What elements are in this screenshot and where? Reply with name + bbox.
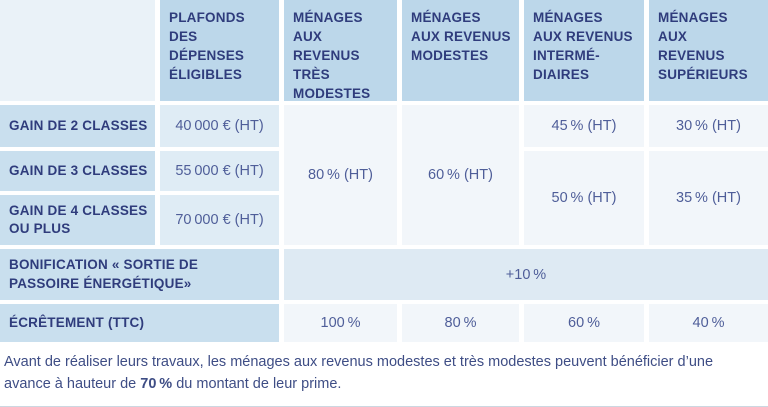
advance-payment-note: Avant de réaliser leurs travaux, les mén… (0, 351, 768, 395)
cell-gain2-superieurs-rate: 30 % (HT) (649, 105, 768, 147)
cell-gain3-plafond: 55 000 € (HT) (160, 151, 279, 191)
col-header-plafonds-depenses-eligibles: PLAFONDS DES DÉPENSES ÉLIGIBLES (160, 0, 279, 101)
cell-modestes-rate-merged: 60 % (HT) (402, 105, 519, 245)
col-header-menages-revenus-superieurs: MÉNAGES AUX REVENUS SUPÉRIEURS (649, 0, 768, 101)
cell-gain4-plafond: 70 000 € (HT) (160, 195, 279, 245)
row-label-gain-3-classes: GAIN DE 3 CLASSES (0, 151, 155, 191)
advance-payment-note-line1: Avant de réaliser leurs travaux, les mén… (4, 354, 714, 370)
row-label-bonification-sortie-passoire: BONIFICATION « SORTIE DE PASSOIRE ÉNERGÉ… (0, 249, 279, 300)
col-header-menages-revenus-modestes: MÉNAGES AUX REVENUS MODESTES (402, 0, 519, 101)
row-label-ecretement-ttc: ÉCRÊTEMENT (TTC) (0, 304, 279, 342)
table-corner-cell (0, 0, 155, 101)
col-header-menages-revenus-intermediaires: MÉNAGES AUX REVENUS INTERMÉ- DIAIRES (524, 0, 644, 101)
cell-gain2-plafond: 40 000 € (HT) (160, 105, 279, 147)
advance-payment-note-line2: avance à hauteur de 70 % du montant de l… (4, 376, 342, 392)
cell-ecretement-intermediaires: 60 % (524, 304, 644, 342)
row-label-gain-4-classes-ou-plus: GAIN DE 4 CLASSES OU PLUS (0, 195, 155, 245)
cell-gain2-intermediaires-rate: 45 % (HT) (524, 105, 644, 147)
row-label-gain-2-classes: GAIN DE 2 CLASSES (0, 105, 155, 147)
cell-ecretement-modestes: 80 % (402, 304, 519, 342)
cell-tres-modestes-rate-merged: 80 % (HT) (284, 105, 397, 245)
cell-ecretement-tres-modestes: 100 % (284, 304, 397, 342)
cell-superieurs-rate-merged: 35 % (HT) (649, 151, 768, 245)
col-header-menages-revenus-tres-modestes: MÉNAGES AUX REVENUS TRÈS MODESTES (284, 0, 397, 101)
advance-percentage: 70 % (140, 376, 173, 392)
cell-ecretement-superieurs: 40 % (649, 304, 768, 342)
cell-bonification-value: +10 % (284, 249, 768, 300)
subsidy-rates-table: PLAFONDS DES DÉPENSES ÉLIGIBLES MÉNAGES … (0, 0, 768, 342)
cell-intermediaires-rate-merged: 50 % (HT) (524, 151, 644, 245)
